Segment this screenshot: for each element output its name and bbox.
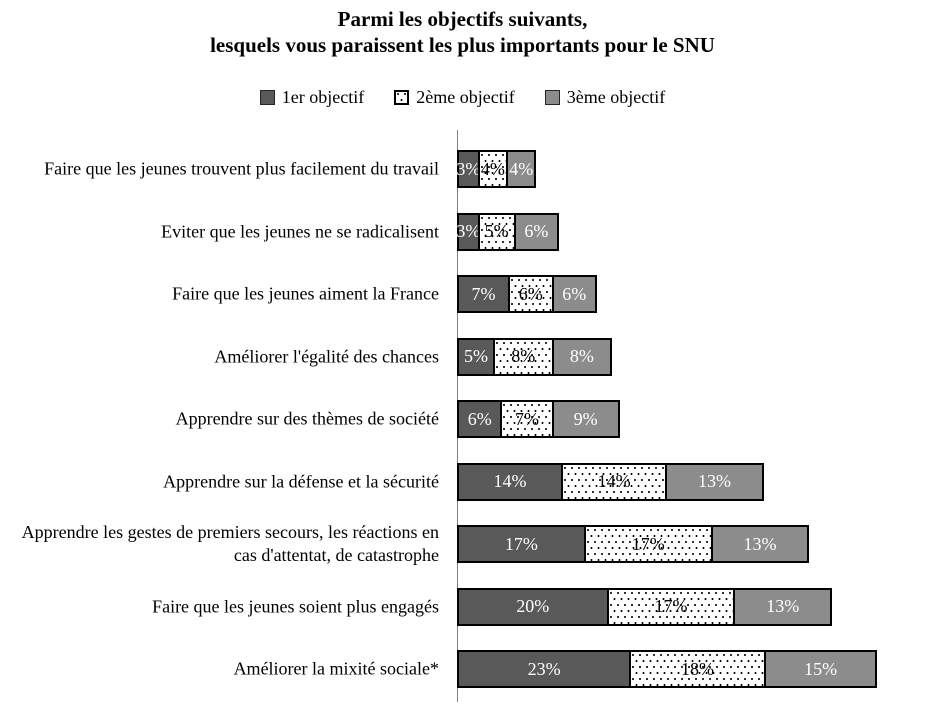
bar-row-apprendre-sur-la-d-fense-et-la-s-curit: Apprendre sur la défense et la sécurité 1… — [0, 462, 925, 501]
bar-row-apprendre-sur-des-th-mes-de-soci-t: Apprendre sur des thèmes de société 6% 7% 9… — [0, 400, 925, 438]
bar-segment-2-me-objectif: 14% — [561, 462, 668, 501]
bar-segment-2-me-objectif: 18% — [629, 650, 766, 688]
bar-segment-3-me-objectif: 6% — [513, 212, 560, 251]
category-label: Faire que les jeunes trouvent plus facil… — [44, 158, 439, 179]
bar-value-label: 13% — [766, 596, 800, 616]
bar-row-am-liorer-l-galit-des-chances: Améliorer l'égalité des chances 5% 8% 8% — [0, 337, 925, 376]
stacked-bar: 6% 7% 9% — [457, 400, 620, 438]
bar-segment-1er-objectif: 3% — [456, 150, 481, 188]
chart-title: Parmi les objectifs suivants, lesquels v… — [0, 6, 925, 58]
bar-value-label: 6% — [467, 408, 492, 429]
bar-segment-1er-objectif: 3% — [456, 212, 481, 251]
legend-label: 2ème objectif — [416, 87, 515, 107]
legend-label: 3ème objectif — [566, 87, 666, 107]
bar-segment-2-me-objectif: 6% — [508, 275, 554, 313]
plot-area: Faire que les jeunes trouvent plus facil… — [0, 130, 925, 702]
bar-segment-1er-objectif: 6% — [457, 400, 503, 438]
stacked-bar: 7% 6% 6% — [457, 275, 597, 313]
legend: 1er objectif 2ème objectif 3ème objectif — [0, 87, 925, 108]
legend-item-2-me-objectif: 2ème objectif — [394, 87, 515, 108]
bar-segment-2-me-objectif: 17% — [606, 587, 736, 626]
bar-segment-1er-objectif: 23% — [457, 650, 632, 688]
bar-value-label: 4% — [509, 158, 534, 179]
bar-segment-2-me-objectif: 5% — [477, 212, 516, 251]
bar-value-label: 8% — [511, 346, 536, 366]
chart-title-line2: lesquels vous paraissent les plus import… — [210, 33, 715, 57]
stacked-bar: 23% 18% 15% — [457, 650, 878, 688]
stacked-bar: 5% 8% 8% — [457, 337, 613, 376]
bar-value-label: 13% — [697, 471, 731, 491]
bar-value-label: 6% — [562, 283, 587, 304]
bar-value-label: 15% — [804, 658, 838, 679]
bar-segment-3-me-objectif: 6% — [551, 275, 597, 313]
bar-value-label: 20% — [516, 596, 550, 616]
bar-value-label: 18% — [681, 658, 715, 679]
bar-row-am-liorer-la-mixit-sociale: Améliorer la mixité sociale* 23% 18% 15% — [0, 650, 925, 688]
bar-value-label: 5% — [484, 221, 509, 241]
bar-value-label: 4% — [480, 158, 505, 179]
bar-segment-3-me-objectif: 13% — [710, 525, 810, 563]
category-label: Améliorer la mixité sociale* — [233, 658, 439, 679]
bar-segment-3-me-objectif: 15% — [763, 650, 878, 688]
bar-value-label: 3% — [456, 158, 481, 179]
bar-value-label: 7% — [514, 408, 539, 429]
bar-value-label: 6% — [518, 283, 543, 304]
bar-row-faire-que-les-jeunes-soient-plus-engag-s: Faire que les jeunes soient plus engagés… — [0, 587, 925, 626]
bar-row-apprendre-les-gestes-de-premiers-secours: Apprendre les gestes de premiers secours… — [0, 522, 925, 565]
stacked-bar: 17% 17% 13% — [457, 525, 810, 563]
bar-segment-2-me-objectif: 7% — [500, 400, 554, 438]
legend-swatch-1er-objectif — [259, 90, 275, 105]
category-label: Apprendre sur la défense et la sécurité — [163, 470, 439, 491]
bar-segment-2-me-objectif: 4% — [477, 150, 509, 188]
category-label: Faire que les jeunes aiment la France — [172, 283, 439, 304]
stacked-bar: 20% 17% 13% — [457, 587, 832, 626]
bar-segment-2-me-objectif: 8% — [492, 337, 554, 376]
bar-segment-1er-objectif: 20% — [457, 587, 609, 626]
category-label: Faire que les jeunes soient plus engagés — [152, 595, 439, 616]
bar-segment-2-me-objectif: 17% — [583, 525, 713, 563]
bar-value-label: 7% — [471, 283, 496, 304]
bar-row-faire-que-les-jeunes-aiment-la-france: Faire que les jeunes aiment la France 7% 6… — [0, 275, 925, 313]
bar-segment-3-me-objectif: 4% — [506, 150, 537, 188]
bar-value-label: 14% — [597, 471, 631, 491]
chart-title-line1: Parmi les objectifs suivants, — [337, 7, 588, 31]
legend-item-1er-objectif: 1er objectif — [259, 87, 365, 108]
bar-value-label: 6% — [524, 221, 549, 241]
bar-value-label: 17% — [654, 596, 688, 616]
bar-segment-3-me-objectif: 13% — [665, 462, 764, 501]
bar-value-label: 13% — [743, 533, 777, 554]
bar-row-eviter-que-les-jeunes-ne-se-radicalisent: Eviter que les jeunes ne se radicalisent… — [0, 212, 925, 251]
bar-segment-3-me-objectif: 8% — [551, 337, 613, 376]
bar-segment-1er-objectif: 7% — [457, 275, 511, 313]
bar-value-label: 8% — [569, 346, 594, 366]
bar-segment-3-me-objectif: 9% — [551, 400, 620, 438]
bar-segment-1er-objectif: 5% — [457, 337, 495, 376]
legend-label: 1er objectif — [281, 87, 365, 107]
bar-value-label: 17% — [631, 533, 665, 554]
bar-value-label: 17% — [504, 533, 538, 554]
bar-segment-3-me-objectif: 13% — [733, 587, 832, 626]
bar-row-faire-que-les-jeunes-trouvent-plus-facil: Faire que les jeunes trouvent plus facil… — [0, 150, 925, 188]
category-label: Apprendre les gestes de premiers secours… — [21, 521, 439, 565]
stacked-bar: 3% 5% 6% — [456, 212, 560, 251]
stacked-bar: 14% 14% 13% — [457, 462, 764, 501]
legend-swatch-3-me-objectif — [544, 90, 560, 105]
bar-value-label: 5% — [463, 346, 488, 366]
bar-value-label: 3% — [456, 221, 481, 241]
bar-value-label: 14% — [493, 471, 527, 491]
bar-segment-1er-objectif: 14% — [457, 462, 564, 501]
bar-value-label: 9% — [573, 408, 598, 429]
legend-swatch-2-me-objectif — [394, 90, 410, 105]
stacked-bar: 3% 4% 4% — [456, 150, 537, 188]
category-label: Améliorer l'égalité des chances — [214, 345, 439, 366]
bar-value-label: 23% — [527, 658, 561, 679]
category-label: Eviter que les jeunes ne se radicalisent — [161, 220, 439, 241]
category-label: Apprendre sur des thèmes de société — [175, 408, 439, 429]
bar-segment-1er-objectif: 17% — [457, 525, 586, 563]
legend-item-3-me-objectif: 3ème objectif — [544, 87, 666, 108]
